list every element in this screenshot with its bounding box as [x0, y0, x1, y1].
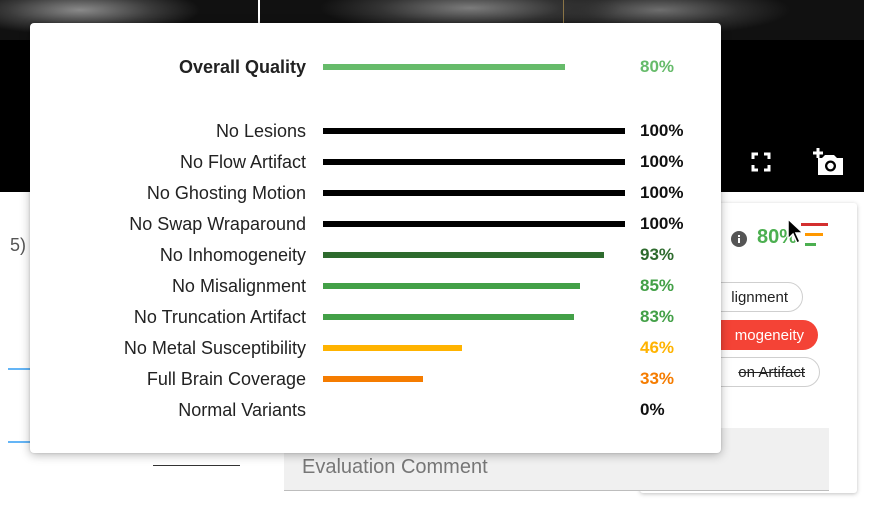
criterion-bar-track [323, 128, 625, 134]
criterion-bar-track [323, 407, 625, 413]
quality-criterion-row: No Swap Wraparound 100% [30, 211, 721, 237]
criterion-bar [323, 221, 625, 227]
evaluation-score[interactable]: 80% [757, 226, 798, 248]
quality-criterion-row: Full Brain Coverage 33% [30, 366, 721, 392]
criterion-percent: 33% [640, 369, 675, 388]
criterion-label: Normal Variants [178, 400, 306, 420]
chip-label: mogeneity [734, 326, 804, 344]
comment-placeholder: Evaluation Comment [302, 456, 488, 478]
criterion-percent: 0% [640, 400, 665, 419]
criterion-bar-track [323, 221, 625, 227]
criterion-bar-track [323, 345, 625, 351]
mouse-cursor-icon [787, 217, 805, 245]
criterion-percent: 93% [640, 245, 675, 264]
criterion-label: Full Brain Coverage [146, 369, 306, 389]
criterion-bar-track [323, 376, 625, 382]
criterion-bar [323, 376, 423, 382]
criterion-bar [323, 64, 565, 70]
criterion-bar [323, 345, 462, 351]
criterion-label: No Flow Artifact [179, 152, 306, 172]
criterion-label: No Swap Wraparound [129, 214, 306, 234]
quality-bars-icon[interactable] [800, 220, 830, 250]
criterion-label: No Metal Susceptibility [123, 338, 306, 358]
criterion-bar [323, 128, 625, 134]
overall-quality-row: Overall Quality 80% [30, 54, 721, 80]
criterion-bar-track [323, 314, 625, 320]
quality-criterion-row: No Misalignment 85% [30, 273, 721, 299]
criterion-bar-track [323, 283, 625, 289]
criterion-percent: 100% [640, 214, 684, 233]
chip-label: on Artifact [738, 363, 805, 381]
criterion-bar [323, 252, 604, 258]
criterion-bar [323, 314, 574, 320]
criterion-label: No Truncation Artifact [133, 307, 306, 327]
criterion-percent: 80% [640, 57, 675, 76]
criterion-percent: 46% [640, 338, 675, 357]
criterion-bar-track [323, 190, 625, 196]
criterion-label: Overall Quality [178, 57, 306, 77]
chart-line-fragment [8, 368, 33, 370]
quality-breakdown-popup: Overall Quality 80% No Lesions 100% No Flow … [30, 23, 721, 453]
criterion-percent: 85% [640, 276, 675, 295]
criterion-label: No Inhomogeneity [159, 245, 306, 265]
criterion-bar [323, 283, 580, 289]
left-panel-text: 5) [10, 235, 27, 255]
criterion-bar-track [323, 64, 625, 70]
criterion-percent: 100% [640, 121, 684, 140]
fullscreen-icon[interactable] [744, 145, 778, 179]
criterion-label: No Lesions [215, 121, 306, 141]
info-icon[interactable] [731, 231, 747, 247]
chip-label: lignment [731, 288, 788, 306]
criterion-bar-track [323, 252, 625, 258]
criterion-bar [323, 159, 625, 165]
quality-criterion-row: No Truncation Artifact 83% [30, 304, 721, 330]
quality-criterion-row: No Ghosting Motion 100% [30, 180, 721, 206]
criterion-percent: 83% [640, 307, 675, 326]
quality-criterion-row: No Metal Susceptibility 46% [30, 335, 721, 361]
criterion-label: No Misalignment [171, 276, 306, 296]
criterion-percent: 100% [640, 152, 684, 171]
add-camera-icon[interactable] [812, 145, 846, 179]
criterion-percent: 100% [640, 183, 684, 202]
criterion-label: No Ghosting Motion [146, 183, 306, 203]
quality-criterion-row: No Flow Artifact 100% [30, 149, 721, 175]
chart-line-fragment [8, 441, 33, 443]
criterion-bar-track [323, 159, 625, 165]
quality-criterion-row: No Lesions 100% [30, 118, 721, 144]
criterion-bar [323, 190, 625, 196]
quality-criterion-row: No Inhomogeneity 93% [30, 242, 721, 268]
divider [153, 465, 240, 466]
quality-criterion-row: Normal Variants 0% [30, 397, 721, 423]
